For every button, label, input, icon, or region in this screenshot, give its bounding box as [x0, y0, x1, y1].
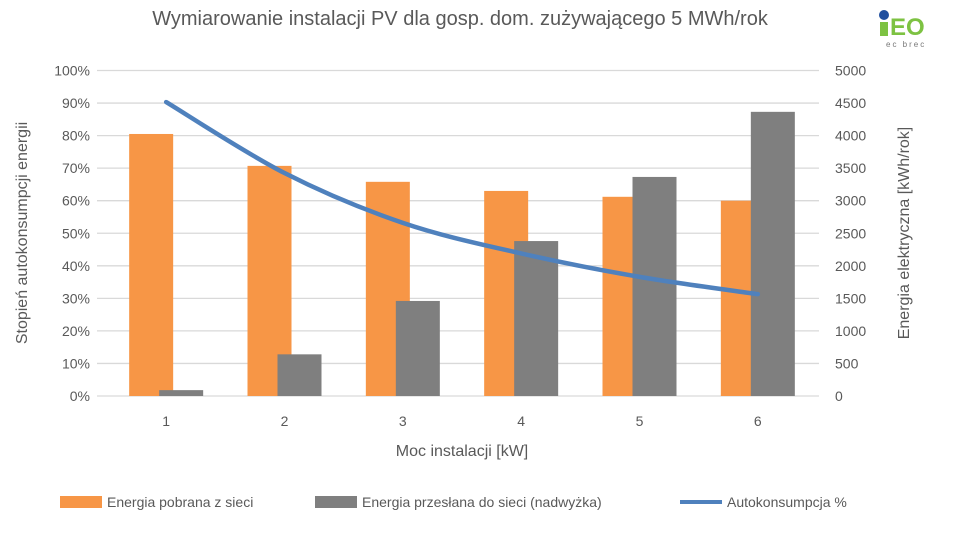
- ieo-logo: EO ec brec: [876, 4, 942, 48]
- gridlines: [97, 69, 819, 397]
- bar-exported-energy: [514, 241, 559, 396]
- y-right-tick-label: 2000: [835, 258, 866, 274]
- legend-item-autoconsumption: Autokonsumpcja %: [680, 494, 847, 510]
- y-left-tick-label: 80%: [62, 128, 90, 144]
- x-tick-label: 6: [754, 413, 762, 429]
- tick-labels: 0% 0 10% 500 20% 1000 30% 1500 40% 2000 50% 2500 60%…: [54, 63, 866, 430]
- bar-exported-energy: [277, 354, 322, 396]
- y-right-tick-label: 500: [835, 355, 859, 371]
- legend-label: Energia pobrana z sieci: [107, 494, 254, 510]
- legend-swatch: [60, 496, 102, 508]
- y-right-tick-label: 4000: [835, 128, 866, 144]
- y-right-tick-label: 0: [835, 388, 843, 404]
- legend-item-grid-energy: Energia pobrana z sieci: [60, 494, 253, 510]
- legend-label: Autokonsumpcja %: [727, 494, 847, 510]
- bar-exported-energy: [159, 390, 204, 396]
- bars: [129, 111, 795, 396]
- y-left-tick-label: 10%: [62, 355, 90, 371]
- legend-item-exported-energy: Energia przesłana do sieci (nadwyżka): [315, 494, 602, 510]
- y-left-tick-label: 100%: [54, 63, 90, 79]
- bar-exported-energy: [750, 111, 795, 396]
- y-right-tick-label: 3000: [835, 193, 866, 209]
- bar-exported-energy: [632, 176, 677, 396]
- y-left-tick-label: 0%: [70, 388, 90, 404]
- y-left-tick-label: 20%: [62, 323, 90, 339]
- line-autoconsumption: [163, 99, 761, 297]
- x-tick-label: 3: [399, 413, 407, 429]
- y-right-tick-label: 1000: [835, 323, 866, 339]
- x-tick-label: 5: [636, 413, 644, 429]
- y-right-tick-label: 5000: [835, 63, 866, 79]
- x-tick-label: 1: [162, 413, 170, 429]
- y-left-tick-label: 30%: [62, 290, 90, 306]
- svg-text:ec brec: ec brec: [886, 40, 926, 48]
- y-right-tick-label: 3500: [835, 160, 866, 176]
- y-axis-right-label: Energia elektryczna [kWh/rok]: [896, 127, 913, 340]
- x-axis-label: Moc instalacji [kW]: [396, 443, 528, 460]
- y-right-tick-label: 1500: [835, 290, 866, 306]
- svg-text:EO: EO: [890, 14, 925, 41]
- y-left-tick-label: 50%: [62, 225, 90, 241]
- bar-exported-energy: [395, 300, 440, 396]
- y-left-tick-label: 70%: [62, 160, 90, 176]
- y-axis-left-label: Stopień autokonsumpcji energii: [14, 122, 31, 344]
- line-series: [163, 99, 761, 297]
- y-left-tick-label: 40%: [62, 258, 90, 274]
- bar-grid-energy: [129, 133, 174, 396]
- x-tick-label: 4: [517, 413, 525, 429]
- chart-title: Wymiarowanie instalacji PV dla gosp. dom…: [152, 8, 768, 30]
- legend-swatch: [680, 500, 722, 504]
- y-left-tick-label: 60%: [62, 193, 90, 209]
- x-tick-label: 2: [281, 413, 289, 429]
- y-right-tick-label: 2500: [835, 225, 866, 241]
- legend-swatch: [315, 496, 357, 508]
- y-left-tick-label: 90%: [62, 95, 90, 111]
- legend-label: Energia przesłana do sieci (nadwyżka): [362, 494, 602, 510]
- y-right-tick-label: 4500: [835, 95, 866, 111]
